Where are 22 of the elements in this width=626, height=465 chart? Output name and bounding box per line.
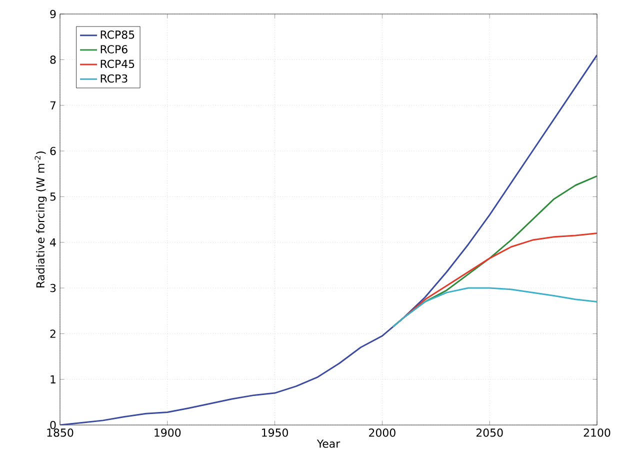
legend-label: RCP85 [100,30,134,39]
legend-label: RCP45 [100,60,134,68]
legend-label: RCP6 [100,45,128,54]
y-tick-label: 5 [50,192,56,201]
y-tick-label: 6 [50,146,56,156]
y-tick-label: 9 [50,10,56,18]
y-tick-label: 7 [50,101,56,110]
x-tick-label: 1900 [154,428,181,437]
x-tick-label: 1850 [47,428,74,437]
y-tick-label: 2 [50,330,56,338]
x-tick-label: 2000 [369,428,396,437]
x-tick-label: 1950 [262,428,288,437]
y-tick-label: 1 [50,375,56,384]
x-tick-label: 2050 [476,428,503,437]
y-tick-label: 3 [50,284,56,292]
legend-label: RCP3 [100,74,128,83]
y-tick-label: 4 [50,238,56,246]
y-tick-label: 0 [50,420,56,430]
x-tick-label: 2100 [584,428,610,437]
y-tick-label: 8 [50,56,56,64]
x-axis-title: Year [316,440,340,448]
y-axis-title: Radiative forcing (W m$^{-2}$) [34,152,47,288]
